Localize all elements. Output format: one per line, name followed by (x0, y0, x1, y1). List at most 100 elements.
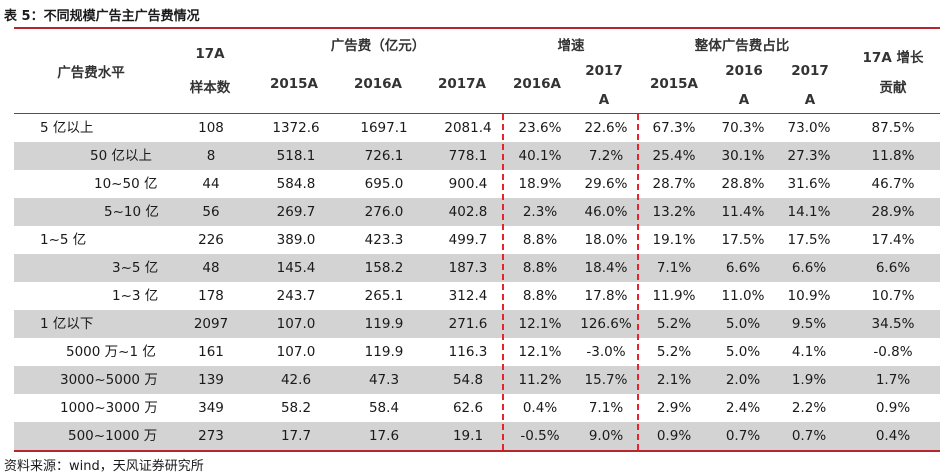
cell-fee-2015: 269.7 (276, 204, 316, 220)
cell-fee-2017: 778.1 (448, 148, 488, 164)
cell-share-2016: 0.7% (725, 428, 761, 444)
cell-fee-2015: 17.7 (280, 428, 312, 444)
cell-share-2017: 31.6% (787, 176, 831, 192)
cell-sample: 8 (206, 148, 216, 164)
cell-fee-2015: 518.1 (276, 148, 316, 164)
cell-sample: 48 (202, 260, 220, 276)
cell-sample: 108 (198, 120, 224, 136)
header-sample-line2: 样本数 (189, 80, 231, 96)
cell-level: 1 亿以下 (40, 316, 94, 332)
cell-fee-2016: 119.9 (364, 316, 404, 332)
cell-fee-2016: 265.1 (364, 288, 404, 304)
header-group-share: 整体广告费占比 (694, 38, 790, 54)
cell-growth-2017: 18.4% (584, 260, 628, 276)
table-row: 1 亿以下 2097 107.0 119.9 271.6 12.1% 126.6… (14, 310, 940, 338)
separator-fee-growth (502, 114, 504, 450)
cell-share-2017: 27.3% (787, 148, 831, 164)
cell-fee-2016: 695.0 (364, 176, 404, 192)
cell-share-2017: 1.9% (791, 372, 827, 388)
cell-growth-2016: 40.1% (518, 148, 562, 164)
cell-fee-2015: 107.0 (276, 316, 316, 332)
cell-growth-2016: 0.4% (522, 400, 558, 416)
cell-growth-2016: -0.5% (520, 428, 560, 444)
cell-fee-2015: 389.0 (276, 232, 316, 248)
cell-growth-2016: 18.9% (518, 176, 562, 192)
cell-sample: 161 (198, 344, 224, 360)
header-growth-2017-line2: A (598, 92, 610, 108)
cell-fee-2016: 17.6 (368, 428, 400, 444)
cell-share-2017: 9.5% (791, 316, 827, 332)
cell-growth-2017: 22.6% (584, 120, 628, 136)
cell-contrib: 87.5% (871, 120, 915, 136)
top-rule (14, 27, 940, 29)
header-share-2016-line2: A (738, 92, 750, 108)
cell-share-2017: 14.1% (787, 204, 831, 220)
table-row: 5~10 亿 56 269.7 276.0 402.8 2.3% 46.0% 1… (14, 198, 940, 226)
cell-level: 10~50 亿 (94, 176, 158, 192)
cell-fee-2017: 402.8 (448, 204, 488, 220)
table-row: 50 亿以上 8 518.1 726.1 778.1 40.1% 7.2% 25… (14, 142, 940, 170)
cell-level: 3~5 亿 (112, 260, 159, 276)
cell-sample: 273 (198, 428, 224, 444)
cell-contrib: 34.5% (871, 316, 915, 332)
cell-share-2015: 25.4% (652, 148, 696, 164)
cell-share-2015: 11.9% (652, 288, 696, 304)
cell-sample: 226 (198, 232, 224, 248)
cell-fee-2017: 54.8 (452, 372, 484, 388)
header-rule (14, 113, 940, 114)
header-sample-line1: 17A (195, 46, 225, 62)
cell-fee-2015: 58.2 (280, 400, 312, 416)
cell-share-2017: 0.7% (791, 428, 827, 444)
cell-fee-2015: 145.4 (276, 260, 316, 276)
header-group-fee: 广告费（亿元） (330, 38, 426, 54)
table-row: 10~50 亿 44 584.8 695.0 900.4 18.9% 29.6%… (14, 170, 940, 198)
cell-contrib: 46.7% (871, 176, 915, 192)
cell-fee-2016: 158.2 (364, 260, 404, 276)
cell-fee-2016: 726.1 (364, 148, 404, 164)
cell-share-2015: 13.2% (652, 204, 696, 220)
cell-share-2015: 19.1% (652, 232, 696, 248)
header-growth-2017-line1: 2017 (585, 63, 623, 79)
cell-fee-2015: 584.8 (276, 176, 316, 192)
cell-level: 50 亿以上 (90, 148, 152, 164)
cell-sample: 44 (202, 176, 220, 192)
cell-fee-2015: 42.6 (280, 372, 312, 388)
header-group-growth: 增速 (557, 38, 585, 54)
cell-fee-2015: 243.7 (276, 288, 316, 304)
cell-growth-2017: 29.6% (584, 176, 628, 192)
cell-share-2017: 10.9% (787, 288, 831, 304)
table-title: 表 5：不同规模广告主广告费情况 (4, 9, 200, 24)
cell-share-2017: 73.0% (787, 120, 831, 136)
cell-fee-2017: 19.1 (452, 428, 484, 444)
cell-growth-2016: 8.8% (522, 288, 558, 304)
cell-growth-2017: 18.0% (584, 232, 628, 248)
cell-growth-2016: 23.6% (518, 120, 562, 136)
cell-contrib: 28.9% (871, 204, 915, 220)
table-row: 5000 万~1 亿 161 107.0 119.9 116.3 12.1% -… (14, 338, 940, 366)
cell-contrib: 0.4% (875, 428, 911, 444)
cell-sample: 178 (198, 288, 224, 304)
cell-fee-2016: 276.0 (364, 204, 404, 220)
cell-fee-2017: 2081.4 (444, 120, 492, 136)
cell-fee-2017: 271.6 (448, 316, 488, 332)
cell-growth-2017: 46.0% (584, 204, 628, 220)
bottom-rule (14, 450, 940, 452)
cell-contrib: 11.8% (871, 148, 915, 164)
header-contrib-line2: 贡献 (879, 80, 907, 96)
header-share-2015: 2015A (649, 76, 699, 92)
header-fee-2017: 2017A (437, 76, 487, 92)
cell-share-2015: 0.9% (656, 428, 692, 444)
cell-share-2016: 5.0% (725, 316, 761, 332)
cell-growth-2017: -3.0% (586, 344, 626, 360)
cell-growth-2016: 12.1% (518, 316, 562, 332)
cell-share-2017: 17.5% (787, 232, 831, 248)
cell-level: 5 亿以上 (40, 120, 94, 136)
cell-growth-2016: 12.1% (518, 344, 562, 360)
table-row: 1~5 亿 226 389.0 423.3 499.7 8.8% 18.0% 1… (14, 226, 940, 254)
cell-share-2015: 2.9% (656, 400, 692, 416)
cell-share-2015: 28.7% (652, 176, 696, 192)
header-fee-2016: 2016A (353, 76, 403, 92)
cell-growth-2017: 7.2% (588, 148, 624, 164)
cell-growth-2016: 8.8% (522, 232, 558, 248)
cell-fee-2017: 116.3 (448, 344, 488, 360)
